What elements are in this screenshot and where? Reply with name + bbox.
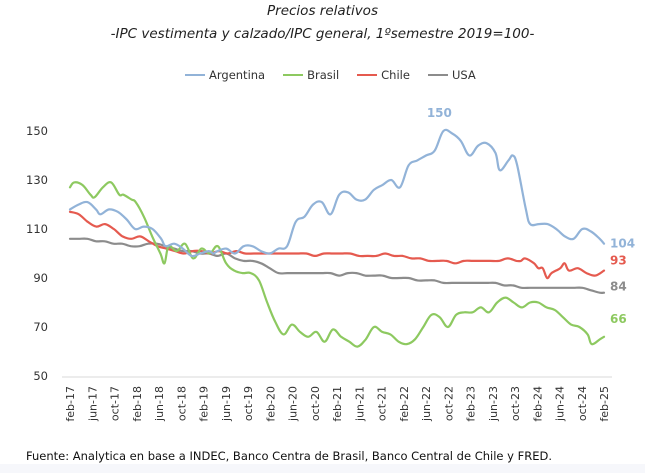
x-tick-label: jun-23: [487, 386, 500, 422]
x-tick-label: feb-18: [131, 386, 144, 422]
x-tick-label: jun-18: [153, 386, 166, 422]
x-tick-label: oct-18: [175, 386, 188, 421]
series-layer: [68, 128, 606, 348]
legend-swatch-argentina: [185, 74, 205, 76]
legend-item-argentina[interactable]: Argentina: [185, 68, 265, 82]
end-label-argentina: 104: [610, 237, 635, 251]
y-tick-label: 90: [33, 271, 48, 285]
chart-subtitle: -IPC vestimenta y calzado/IPC general, 1…: [110, 26, 535, 42]
y-tick-label: 150: [26, 124, 48, 138]
legend-item-usa[interactable]: USA: [427, 68, 476, 82]
peak-label-argentina: 150: [427, 106, 452, 120]
legend-swatch-brasil: [283, 74, 304, 76]
legend-item-chile[interactable]: Chile: [357, 68, 410, 82]
x-tick-label: feb-21: [331, 386, 344, 422]
y-tick-label: 70: [33, 320, 48, 334]
x-axis: feb-17 jun-17 oct-17 feb-18 jun-18 oct-18 feb-…: [64, 386, 611, 422]
x-tick-label: jun-17: [86, 386, 99, 422]
x-tick-label: jun-19: [220, 386, 233, 422]
x-tick-label: jun-22: [420, 386, 433, 422]
y-tick-label: 50: [33, 369, 48, 383]
x-tick-label: jun-20: [287, 386, 300, 422]
data-labels: 84 93 66 104 150: [427, 106, 635, 326]
end-label-brasil: 66: [610, 312, 627, 326]
x-tick-label: feb-25: [598, 386, 611, 422]
y-tick-label: 110: [26, 222, 48, 236]
x-tick-label: oct-19: [242, 386, 255, 421]
legend-item-brasil[interactable]: Brasil: [283, 68, 339, 82]
legend-swatch-usa: [427, 74, 448, 76]
x-tick-label: feb-23: [465, 386, 478, 422]
x-tick-label: oct-20: [309, 386, 322, 421]
x-tick-label: oct-23: [509, 386, 522, 421]
bottom-band: [0, 464, 645, 473]
series-line-usa: [68, 237, 606, 294]
chart-title: Precios relativos: [267, 3, 378, 19]
x-tick-label: oct-17: [109, 386, 122, 421]
end-label-chile: 93: [610, 254, 627, 268]
y-tick-label: 130: [26, 173, 48, 187]
end-label-usa: 84: [610, 280, 627, 294]
series-line-argentina: [68, 128, 606, 258]
series-line-brasil: [68, 181, 606, 348]
x-tick-label: feb-19: [198, 386, 211, 422]
x-tick-label: feb-20: [264, 386, 277, 422]
y-axis: 50 70 90 110 130 150: [26, 124, 612, 383]
source-footnote: Fuente: Analytica en base a INDEC, Banco…: [26, 449, 552, 463]
legend-label-usa: USA: [451, 68, 476, 82]
legend-label-argentina: Argentina: [209, 68, 266, 82]
legend-label-chile: Chile: [381, 68, 410, 82]
x-tick-label: feb-24: [531, 386, 544, 422]
x-tick-label: feb-22: [398, 386, 411, 422]
legend-label-brasil: Brasil: [307, 68, 340, 82]
x-tick-label: jun-24: [554, 386, 567, 422]
x-tick-label: feb-17: [64, 386, 77, 422]
x-tick-label: jun-21: [353, 386, 366, 422]
legend: Argentina Brasil Chile USA: [185, 68, 476, 82]
x-tick-label: oct-24: [576, 386, 589, 421]
x-tick-label: oct-21: [376, 386, 389, 421]
legend-swatch-chile: [357, 74, 378, 76]
series-line-chile: [68, 210, 606, 280]
x-tick-label: oct-22: [442, 386, 455, 421]
